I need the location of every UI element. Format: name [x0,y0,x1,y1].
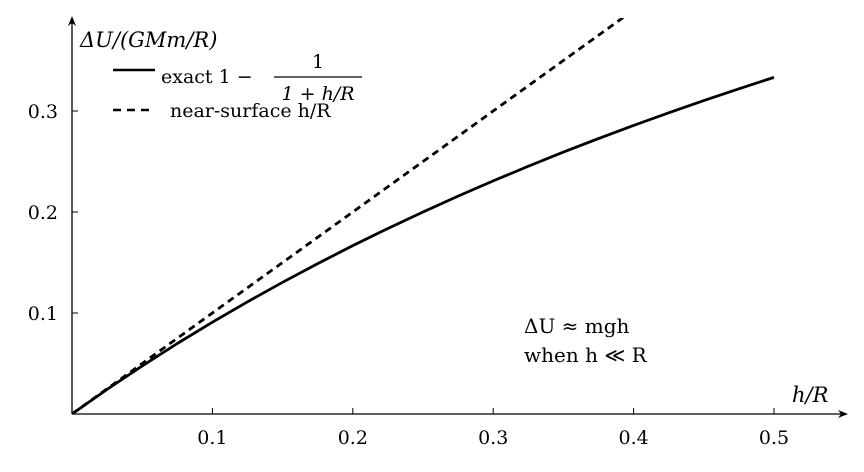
x-tick-label: 0.2 [338,427,368,449]
series-line-near-surface [72,18,625,414]
legend-fraction-denominator: 1 + h/R [281,83,354,105]
legend-label-near-surface: near-surface h/R [170,100,331,122]
x-tick-label: 0.1 [197,427,227,449]
series-layer [72,18,775,414]
legend-label-exact: exact 1 − [161,66,253,88]
x-ticks: 0.1 0.2 0.3 0.4 0.5 [197,408,789,449]
y-tick-label: 0.3 [28,101,58,123]
y-axis-arrow [68,16,76,26]
y-tick-label: 0.2 [28,202,58,224]
axes [68,16,848,418]
y-tick-label: 0.1 [28,303,58,325]
annotation-line-1: ΔU ≈ mgh [524,314,630,338]
x-tick-label: 0.3 [478,427,508,449]
series-line-exact [72,76,775,414]
x-tick-label: 0.4 [618,427,648,449]
annotation: ΔU ≈ mgh when h ≪ R [524,314,648,367]
y-axis-title: ΔU/(GMm/R) [79,28,217,52]
legend: exact 1 − 1 1 + h/R near-surface h/R [113,51,362,122]
y-ticks: 0.1 0.2 0.3 [28,101,78,325]
legend-fraction-numerator: 1 [312,51,324,73]
annotation-line-2: when h ≪ R [524,343,648,367]
x-axis-title: h/R [792,383,829,407]
x-axis-arrow [838,410,848,418]
x-tick-label: 0.5 [759,427,789,449]
